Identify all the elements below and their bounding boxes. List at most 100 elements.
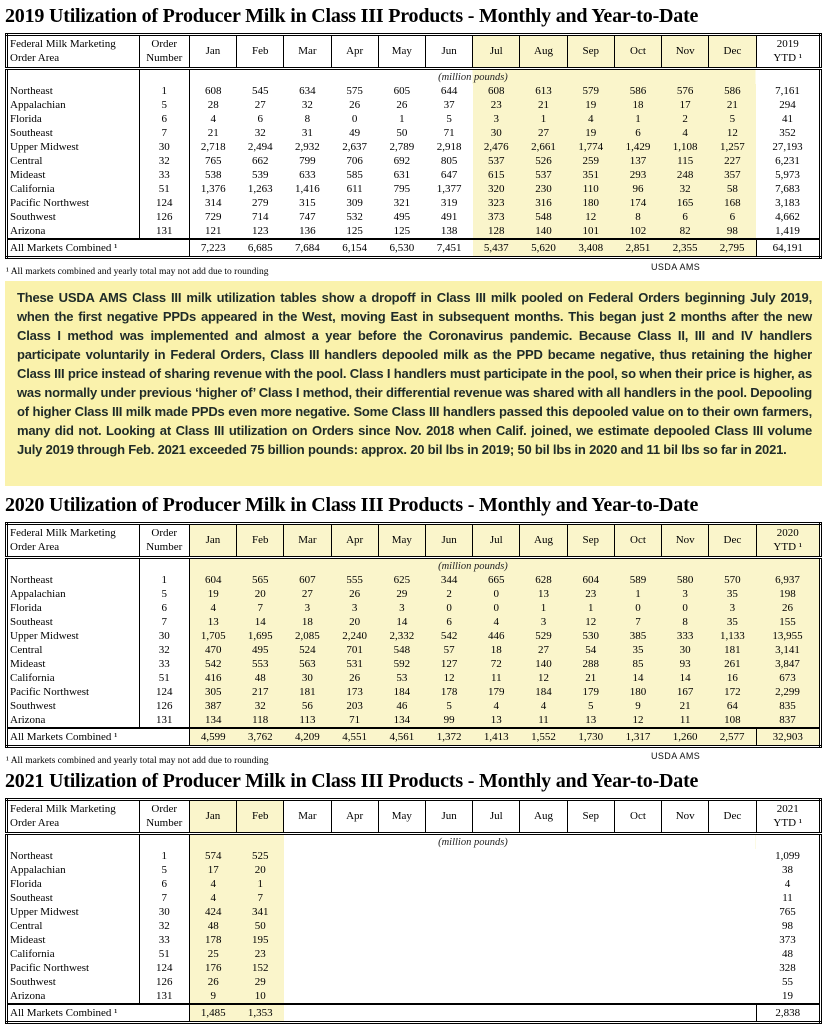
month-value-cell: 7	[614, 615, 662, 629]
order-cell: 126	[139, 210, 190, 224]
month-value-cell: 2,240	[331, 629, 379, 643]
month-value-cell: 604	[189, 573, 237, 587]
month-value-cell	[425, 975, 472, 989]
month-value-cell: 1,133	[708, 629, 756, 643]
month-value-cell: 96	[614, 182, 662, 196]
table-row: California 51 1,376 1,263 1,416 611 795 1,377 32…	[6, 182, 821, 196]
table-row: Upper Midwest 30 2,718 2,494 2,932 2,637 2,789…	[6, 140, 821, 154]
month-value-cell: 140	[519, 224, 568, 239]
month-value-cell: 1,416	[295, 183, 320, 195]
area-cell: Florida	[6, 601, 140, 615]
table-row: Central 32 48 50 98	[6, 919, 821, 933]
month-value-cell: 575	[346, 85, 363, 97]
month-value-cell: 1,429	[614, 140, 662, 154]
month-value-cell: 32	[301, 99, 313, 111]
col-header-month-jun: Jun	[424, 34, 474, 70]
footnote-row-2020: ¹ All markets combined and yearly total …	[6, 750, 822, 766]
order-cell: 7	[139, 126, 190, 140]
total-month-cell: 4,561	[378, 727, 426, 747]
col-header-month-jan: Jan	[188, 523, 238, 559]
month-value-cell	[709, 989, 756, 1004]
total-label: All Markets Combined ¹	[6, 238, 190, 258]
unit-row: (million pounds)	[6, 833, 821, 849]
table-row: Southeast 7 21 32 31 49 50 71 30 27 19 6 4 12 352	[6, 126, 821, 140]
total-month-cell: 6,154	[331, 238, 379, 258]
month-value-cell: 10	[236, 989, 284, 1004]
col-header-month-may: May	[377, 34, 426, 70]
area-cell: Florida	[6, 112, 140, 126]
month-value-cell	[284, 947, 331, 961]
table-row: Northeast 1 604 565 607 555 625 344 665 628 604 589…	[6, 573, 821, 587]
month-value-cell: 19	[567, 98, 615, 112]
area-cell: Arizona	[6, 989, 140, 1004]
ytd-cell: 11	[782, 892, 793, 904]
month-value-cell: 2,918	[436, 141, 462, 153]
month-value-cell: 26	[189, 975, 237, 989]
total-month-cell: 2,577	[708, 727, 756, 747]
month-value-cell	[614, 989, 661, 1004]
table-row: Northeast 1 608 545 634 575 605 644 608 613 579 586…	[6, 84, 821, 98]
month-value-cell	[709, 905, 756, 919]
col-header-month-aug: Aug	[519, 799, 568, 835]
month-value-cell: 99	[425, 713, 473, 728]
month-value-cell: 27	[254, 99, 266, 111]
month-value-cell	[473, 905, 520, 919]
month-value-cell	[520, 989, 567, 1004]
month-value-cell: 2,494	[247, 141, 273, 153]
order-cell: 126	[139, 975, 190, 989]
month-value-cell: 633	[299, 169, 316, 181]
ytd-cell: 27,193	[772, 141, 803, 153]
month-value-cell: 31	[301, 127, 313, 139]
month-value-cell: 662	[251, 155, 269, 167]
unit-row: (million pounds)	[6, 557, 821, 573]
month-value-cell: 12	[567, 615, 615, 629]
month-value-cell: 351	[567, 168, 615, 182]
month-value-cell	[284, 891, 331, 905]
month-value-cell: 2,085	[283, 629, 332, 643]
month-value-cell	[425, 989, 472, 1004]
month-value-cell: 184	[519, 685, 568, 699]
month-value-cell: 180	[614, 685, 662, 699]
month-value-cell: 6	[257, 113, 263, 125]
month-value-cell	[614, 863, 661, 877]
ytd-cell: 765	[779, 906, 796, 918]
area-cell: Northeast	[6, 849, 140, 863]
footnote-2019: ¹ All markets combined and yearly total …	[6, 267, 269, 277]
month-value-cell: 115	[661, 154, 709, 168]
ytd-cell: 4,662	[775, 211, 800, 223]
month-value-cell: 127	[425, 657, 473, 671]
month-value-cell: 2,332	[378, 629, 426, 643]
area-cell: Upper Midwest	[6, 905, 140, 919]
col-header-month-feb: Feb	[236, 799, 285, 835]
month-value-cell: 48	[189, 919, 237, 933]
month-value-cell: 26	[331, 671, 379, 685]
ytd-cell: 5,973	[775, 169, 800, 181]
col-header-month-nov: Nov	[661, 523, 710, 559]
area-cell: California	[6, 671, 140, 685]
month-value-cell: 605	[393, 85, 411, 97]
col-header-month-mar: Mar	[283, 799, 332, 835]
month-value-cell	[378, 947, 425, 961]
total-month-cell	[519, 1003, 568, 1023]
total-month-cell: 7,451	[425, 238, 473, 258]
month-value-cell: 1	[236, 877, 284, 891]
order-cell: 124	[139, 961, 190, 975]
month-value-cell: 11	[661, 713, 709, 728]
area-cell: Pacific Northwest	[6, 196, 140, 210]
month-value-cell: 305	[189, 685, 237, 699]
month-value-cell: 8	[304, 113, 311, 125]
month-value-cell: 530	[567, 629, 615, 643]
table-title-2021: 2021 Utilization of Producer Milk in Cla…	[5, 770, 699, 792]
month-value-cell	[614, 905, 661, 919]
month-value-cell: 628	[519, 573, 568, 587]
total-ytd-cell: 2,838	[755, 1003, 821, 1023]
month-value-cell	[567, 933, 614, 947]
col-header-month-dec: Dec	[708, 523, 757, 559]
month-value-cell: 1,377	[436, 183, 462, 195]
month-value-cell: 181	[283, 685, 332, 699]
month-value-cell	[614, 961, 661, 975]
month-value-cell	[567, 863, 614, 877]
month-value-cell	[520, 933, 567, 947]
month-value-cell	[709, 849, 756, 863]
month-value-cell: 4	[210, 113, 216, 125]
